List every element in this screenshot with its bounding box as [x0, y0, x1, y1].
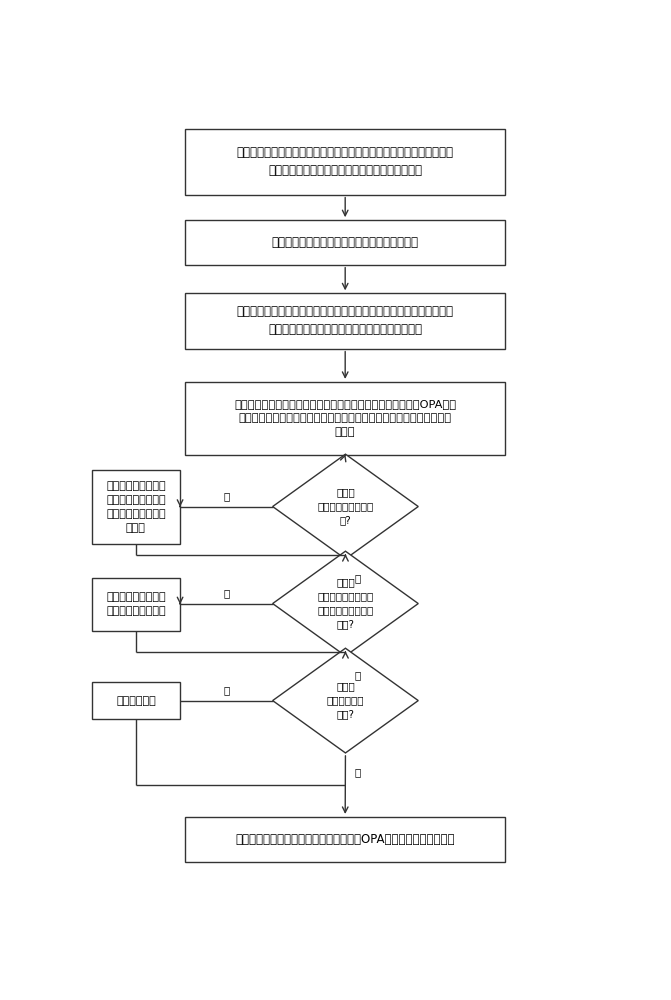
- Text: 是: 是: [223, 589, 229, 599]
- FancyBboxPatch shape: [185, 129, 505, 195]
- FancyBboxPatch shape: [185, 817, 505, 862]
- Text: 是: 是: [223, 686, 229, 696]
- Polygon shape: [272, 454, 418, 559]
- Text: 是: 是: [355, 573, 361, 583]
- Text: 电网中
是否存在孤岛
问题?: 电网中 是否存在孤岛 问题?: [327, 682, 364, 720]
- Text: 否: 否: [355, 767, 361, 777]
- FancyBboxPatch shape: [185, 293, 505, 349]
- Text: 根据电网的实际情况，设定随机断开各线路的概率值，并依据上述概率
随机断开电网中某一条线路，模拟电网故障的产生: 根据电网的实际情况，设定随机断开各线路的概率值，并依据上述概率 随机断开电网中某…: [237, 305, 454, 336]
- Polygon shape: [272, 648, 418, 753]
- FancyBboxPatch shape: [92, 470, 180, 544]
- Text: 统计由于故障导致的当天负荷损失，完成OPA模型快动态过程的改进: 统计由于故障导致的当天负荷损失，完成OPA模型快动态过程的改进: [236, 833, 455, 846]
- Text: 否: 否: [355, 670, 361, 680]
- FancyBboxPatch shape: [92, 682, 180, 719]
- Text: 电网中
各线路的潮流值是否
达到对应线路的容量
上限?: 电网中 各线路的潮流值是否 达到对应线路的容量 上限?: [317, 578, 374, 630]
- Text: 采用最优潮流模型求解故障产生后电网的潮流分布情况，即在OPA模型
快动态过程中，采用最优潮流模型代替直流潮流模型来计算电网潮流分
布情况: 采用最优潮流模型求解故障产生后电网的潮流分布情况，即在OPA模型 快动态过程中，…: [234, 399, 456, 437]
- Text: 电网中
各线路的潮流是否收
敛?: 电网中 各线路的潮流是否收 敛?: [317, 488, 374, 526]
- FancyBboxPatch shape: [185, 220, 505, 265]
- Text: 将电网中的负荷按照
生成介数由大到小逐
一进行切除，直至潮
流收敛: 将电网中的负荷按照 生成介数由大到小逐 一进行切除，直至潮 流收敛: [106, 481, 166, 533]
- FancyBboxPatch shape: [185, 382, 505, 455]
- FancyBboxPatch shape: [92, 578, 180, 631]
- Polygon shape: [272, 551, 418, 656]
- Text: 否: 否: [223, 492, 229, 502]
- Text: 构建目标电网的拓扑图，确定电网拓扑图中的发电机节点、负荷节点和
各线路的参数，所述的参数包括线路的阻抗和导纳: 构建目标电网的拓扑图，确定电网拓扑图中的发电机节点、负荷节点和 各线路的参数，所…: [237, 146, 454, 177]
- Text: 确定电网中发电机的最大出力和电网的负荷需求: 确定电网中发电机的最大出力和电网的负荷需求: [272, 236, 419, 249]
- Text: 处理孤岛问题: 处理孤岛问题: [116, 696, 156, 706]
- Text: 根据电网实际情况，
确定该线路是否切除: 根据电网实际情况， 确定该线路是否切除: [106, 592, 166, 616]
